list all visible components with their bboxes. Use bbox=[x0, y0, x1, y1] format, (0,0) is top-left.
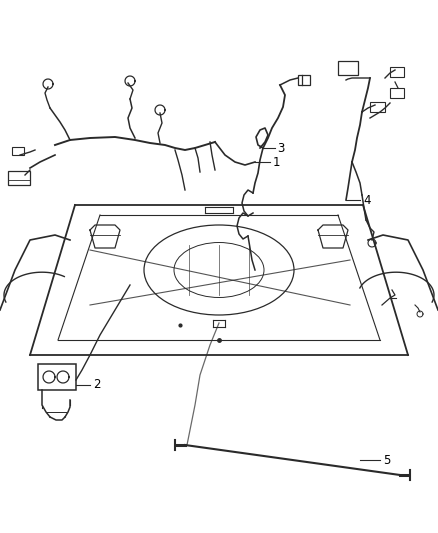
Bar bbox=[38, 364, 76, 390]
Bar bbox=[390, 88, 404, 98]
Text: 1: 1 bbox=[273, 156, 280, 168]
Text: 3: 3 bbox=[277, 141, 284, 155]
Bar bbox=[390, 67, 404, 77]
Bar bbox=[338, 61, 358, 75]
Bar bbox=[8, 171, 30, 185]
Bar bbox=[12, 147, 24, 155]
Bar bbox=[370, 102, 385, 112]
Text: 5: 5 bbox=[383, 454, 390, 466]
Text: 4: 4 bbox=[363, 193, 371, 206]
Bar bbox=[298, 75, 310, 85]
Text: 2: 2 bbox=[93, 378, 100, 392]
